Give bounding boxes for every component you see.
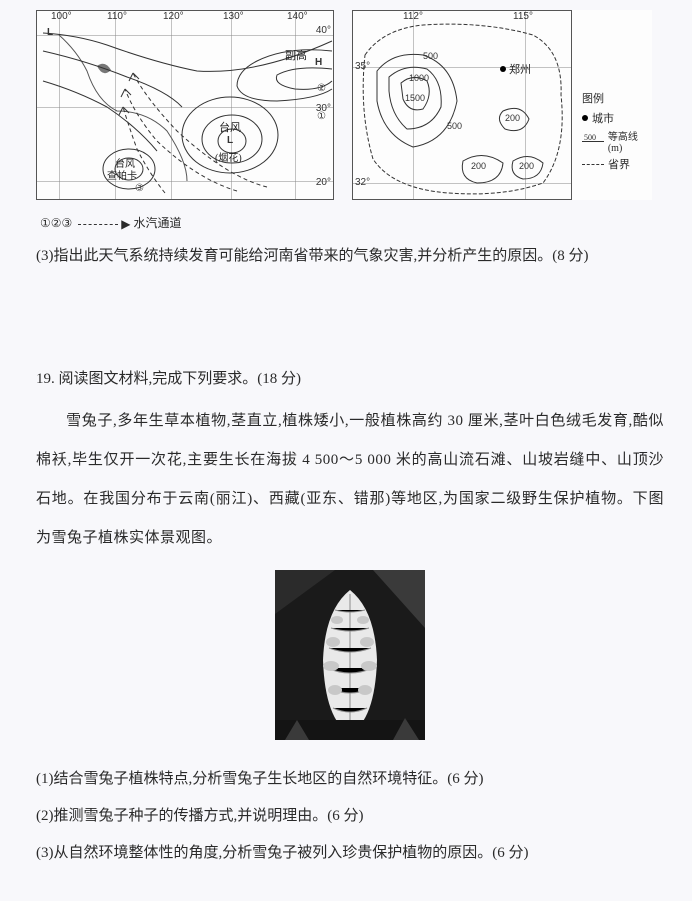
q19-title: 19. 阅读图文材料,完成下列要求。(18 分) [36, 363, 664, 396]
pressure-L: L [47, 27, 53, 38]
legend-contour-icon: 500 [582, 141, 604, 142]
city-dot-icon [500, 66, 506, 72]
q19-sub2: (2)推测雪兔子种子的传播方式,并说明理由。(6 分) [36, 800, 664, 833]
map-left-lines [37, 11, 335, 201]
contour-label: 200 [471, 161, 486, 171]
legend-row-border: 省界 [582, 156, 652, 172]
legend-border-label: 省界 [608, 156, 630, 172]
label-fugao: 副高 [285, 47, 307, 63]
photo-wrap [36, 570, 664, 745]
label-typhoon-yanhua: 台风 [219, 119, 241, 135]
legend-contour-label: 等高线(m) [608, 128, 652, 154]
mark-right-2: ② [317, 83, 326, 94]
label-yanhua: (烟花) [215, 149, 242, 164]
q19-sub1: (1)结合雪兔子植株特点,分析雪兔子生长地区的自然环境特征。(6 分) [36, 763, 664, 796]
contour-label: 1500 [405, 93, 425, 103]
map-left: 100° 110° 120° 130° 140° 40° 30° 20° [36, 10, 334, 200]
dash-arrow-icon [78, 224, 118, 225]
contour-label: 1000 [409, 73, 429, 83]
pressure-H: H [315, 57, 322, 68]
channel-3: ③ [135, 183, 144, 194]
q19-passage: 雪兔子,多年生草本植物,茎直立,植株矮小,一般植株高约 30 厘米,茎叶白色绒毛… [36, 402, 664, 558]
legend-border-icon [582, 164, 604, 165]
contour-label: 200 [519, 161, 534, 171]
pressure-L2: L [227, 135, 233, 146]
legend-dot-icon [582, 115, 588, 121]
q19-title-text: 19. 阅读图文材料,完成下列要求。(18 分) [36, 371, 301, 387]
moisture-channel-key: ①②③ ▶ 水汽通道 [40, 214, 664, 232]
city-label: 郑州 [509, 61, 531, 77]
legend-row-contour: 500 等高线(m) [582, 128, 652, 154]
q19-passage-text: 雪兔子,多年生草本植物,茎直立,植株矮小,一般植株高约 30 厘米,茎叶白色绒毛… [36, 413, 664, 546]
mark-right-1: ① [317, 111, 326, 122]
legend-city-label: 城市 [592, 110, 614, 126]
legend-title: 图例 [582, 90, 652, 106]
contour-label: 500 [447, 121, 462, 131]
arrowhead-icon: ▶ [121, 217, 130, 232]
channel-nums: ①②③ [40, 216, 72, 230]
q18-sub3: (3)指出此天气系统持续发育可能给河南省带来的气象灾害,并分析产生的原因。(8 … [36, 240, 664, 273]
q19-sub3: (3)从自然环境整体性的角度,分析雪兔子被列入珍贵保护植物的原因。(6 分) [36, 837, 664, 870]
legend: 图例 城市 500 等高线(m) 省界 [582, 90, 652, 174]
channel-text: 水汽通道 [134, 216, 182, 230]
contour-label: 200 [505, 113, 520, 123]
snow-rabbit-photo [275, 570, 425, 740]
maps-row: 100° 110° 120° 130° 140° 40° 30° 20° [36, 10, 664, 200]
legend-row-city: 城市 [582, 110, 652, 126]
map-right: 112° 115° 35° 32° 郑州 [352, 10, 652, 200]
map-right-lines [353, 11, 573, 201]
contour-label: 500 [423, 51, 438, 61]
label-chapaka2: 查帕卡 [107, 167, 137, 182]
